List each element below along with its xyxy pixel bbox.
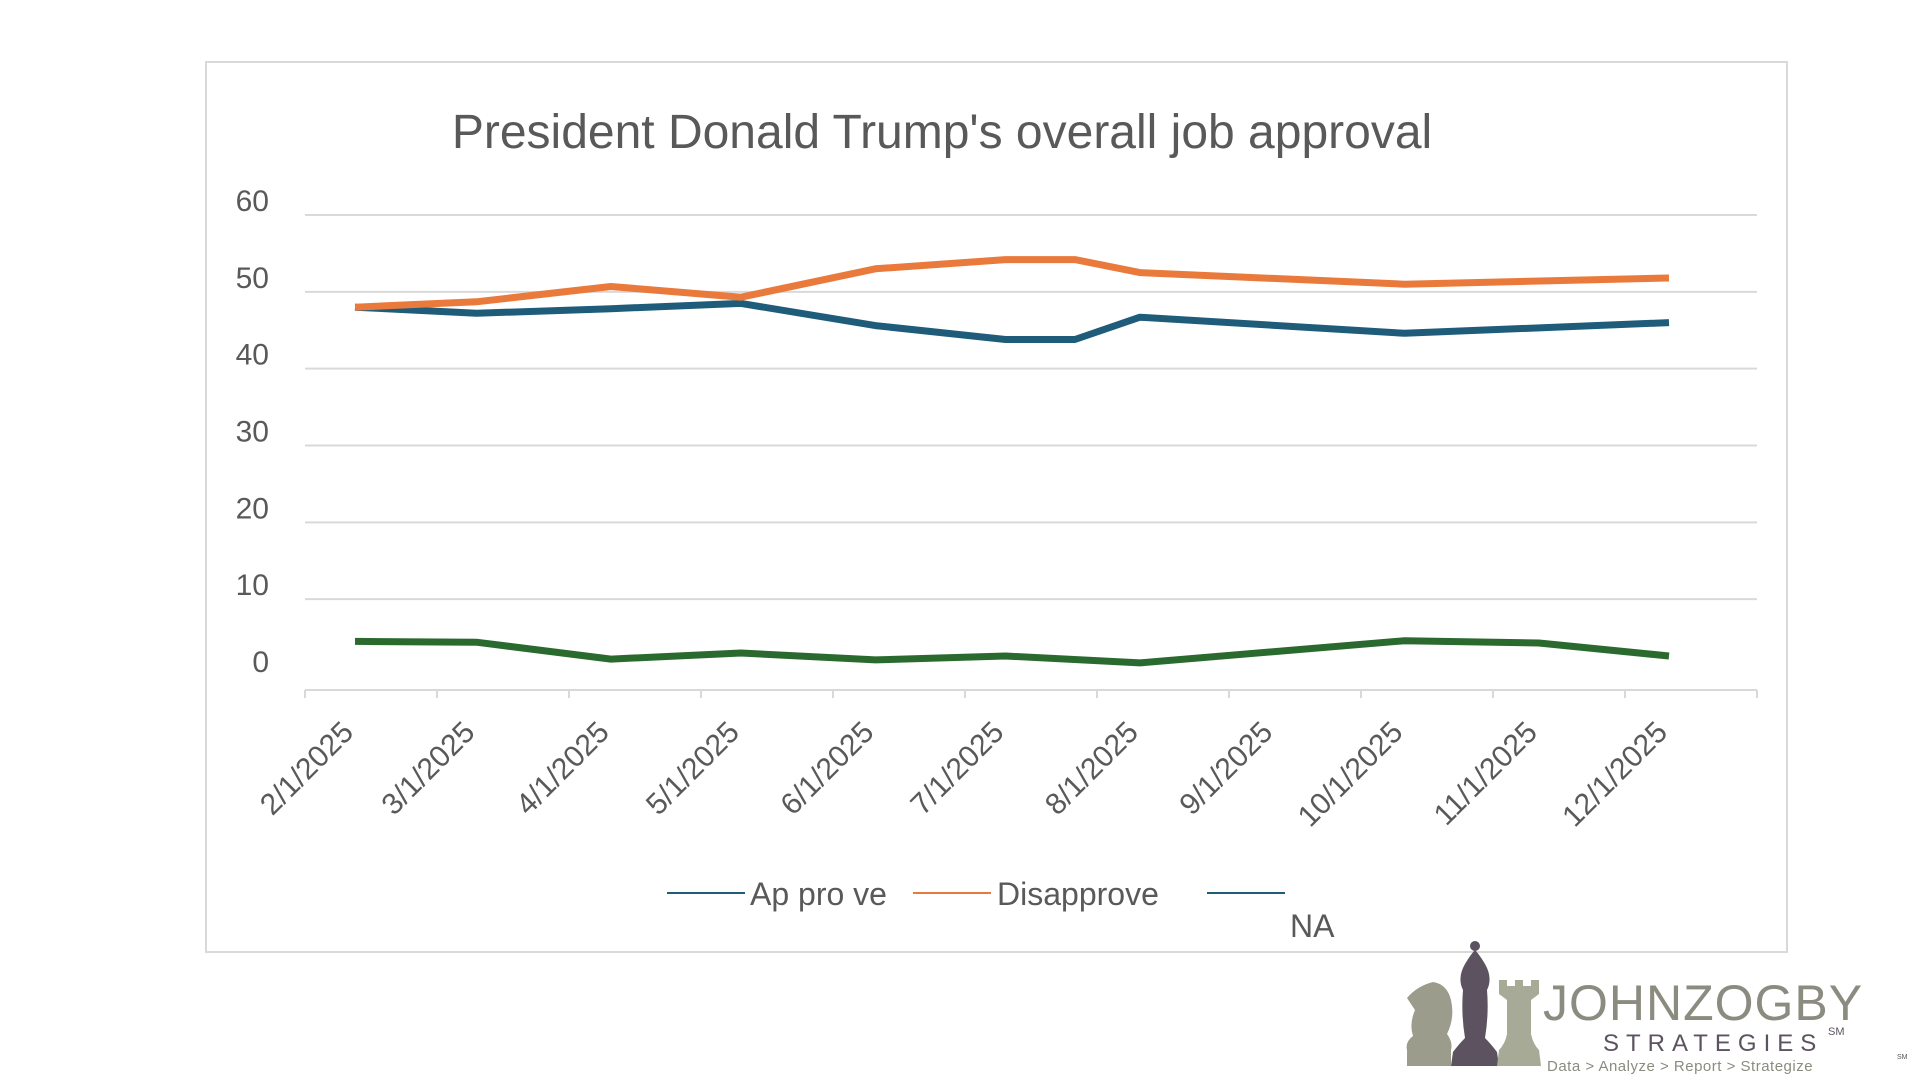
x-tick-label: 6/1/2025 (774, 716, 880, 822)
x-tick-label: 8/1/2025 (1039, 716, 1145, 822)
x-tick-label: 10/1/2025 (1292, 716, 1410, 834)
logo-brand-john: JOHN (1543, 975, 1684, 1031)
legend-label: Disapprove (997, 876, 1159, 912)
x-tick-label: 4/1/2025 (510, 716, 616, 822)
x-tick-label: 12/1/2025 (1556, 716, 1674, 834)
y-tick-label: 10 (236, 569, 269, 602)
y-tick-label: 0 (252, 646, 269, 679)
y-tick-label: 60 (236, 185, 269, 218)
line-chart: President Donald Trump's overall job app… (236, 106, 1758, 944)
chart-title: President Donald Trump's overall job app… (452, 106, 1432, 159)
x-tick-label: 3/1/2025 (375, 716, 481, 822)
logo-tagline: Data > Analyze > Report > Strategize (1547, 1058, 1814, 1075)
x-tick-label: 11/1/2025 (1428, 716, 1544, 832)
y-tick-label: 50 (236, 262, 269, 295)
legend: Ap pro ve Disapprove NA (667, 876, 1335, 944)
y-tick-label: 20 (236, 492, 269, 525)
logo-brand: JOHNZOGBY (1543, 974, 1863, 1032)
gridlines (305, 214, 1757, 601)
legend-label: NA (1290, 908, 1335, 944)
y-tick-label: 40 (236, 339, 269, 372)
logo-brand-zogby: ZOGBY (1683, 975, 1864, 1031)
x-tick-label: 9/1/2025 (1173, 716, 1279, 822)
series-line-ap-pro-ve (354, 299, 1670, 343)
logo-sub: STRATEGIES (1603, 1030, 1824, 1057)
legend-label: Ap pro ve (750, 876, 887, 912)
x-tick-label: 7/1/2025 (905, 716, 1011, 822)
x-tick-label: 2/1/2025 (254, 716, 360, 822)
chart-frame: President Donald Trump's overall job app… (205, 61, 1788, 953)
chess-pieces-icon (1406, 941, 1541, 1066)
logo-tagline-sm: SM (1897, 1054, 1908, 1061)
series-line-disapprove (354, 256, 1670, 311)
john-zogby-strategies-logo: JOHNZOGBY STRATEGIES SM Data > Analyze >… (1395, 938, 1915, 1075)
y-tick-label: 30 (236, 416, 269, 449)
series-line-na (354, 637, 1670, 667)
series-lines (354, 256, 1670, 667)
x-tick-label: 5/1/2025 (640, 716, 746, 822)
logo-sm-mark: SM (1828, 1026, 1845, 1038)
